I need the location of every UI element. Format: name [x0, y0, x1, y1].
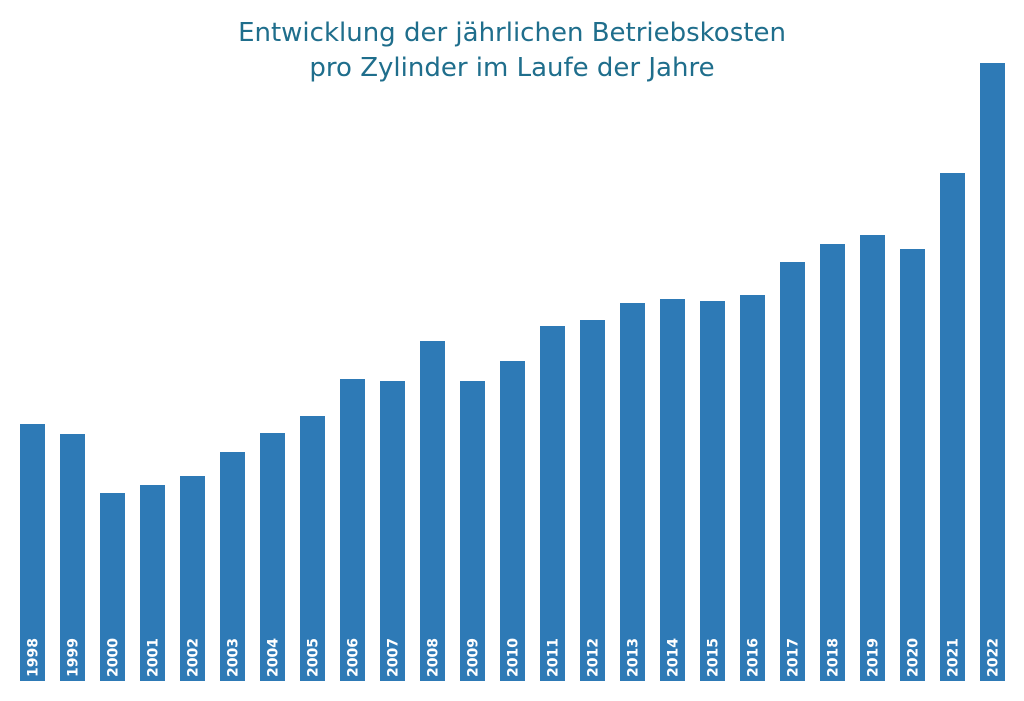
- chart-title-line-2: pro Zylinder im Laufe der Jahre: [309, 53, 715, 83]
- bar-label-2017: 2017: [786, 638, 802, 677]
- bar-2013: [620, 303, 645, 681]
- bar-2015: [700, 301, 725, 681]
- bar-label-2019: 2019: [866, 638, 882, 677]
- bar-label-2011: 2011: [546, 638, 562, 677]
- bar-label-2020: 2020: [906, 638, 922, 677]
- bar-label-2003: 2003: [226, 638, 242, 677]
- bar-label-2016: 2016: [746, 638, 762, 677]
- bar-1998: [20, 424, 45, 681]
- bar-label-1998: 1998: [26, 638, 42, 677]
- bar-2007: [380, 381, 405, 681]
- bar-label-2010: 2010: [506, 638, 522, 677]
- bar-2001: [140, 485, 165, 681]
- bar-label-2014: 2014: [666, 638, 682, 677]
- bar-label-2015: 2015: [706, 638, 722, 677]
- bar-label-2007: 2007: [386, 638, 402, 677]
- chart-title: Entwicklung der jährlichen Betriebskoste…: [0, 16, 1024, 86]
- bar-label-2002: 2002: [186, 638, 202, 677]
- bar-1999: [60, 434, 85, 681]
- bar-label-2022: 2022: [986, 638, 1002, 677]
- bar-2009: [460, 381, 485, 681]
- bar-label-2021: 2021: [946, 638, 962, 677]
- bar-2014: [660, 299, 685, 681]
- bar-label-2000: 2000: [106, 638, 122, 677]
- bar-label-2001: 2001: [146, 638, 162, 677]
- bar-2021: [940, 173, 965, 681]
- bar-2017: [780, 262, 805, 681]
- chart-title-line-1: Entwicklung der jährlichen Betriebskoste…: [238, 18, 786, 48]
- bar-label-2013: 2013: [626, 638, 642, 677]
- bar-2018: [820, 244, 845, 681]
- bar-2002: [180, 476, 205, 681]
- bar-2005: [300, 416, 325, 681]
- bar-label-1999: 1999: [66, 638, 82, 677]
- bar-label-2009: 2009: [466, 638, 482, 677]
- bar-2011: [540, 326, 565, 681]
- bar-2019: [860, 235, 885, 681]
- bar-2022: [980, 63, 1005, 681]
- bar-label-2006: 2006: [346, 638, 362, 677]
- bar-label-2004: 2004: [266, 638, 282, 677]
- bar-2016: [740, 295, 765, 681]
- bar-label-2012: 2012: [586, 638, 602, 677]
- bar-label-2005: 2005: [306, 638, 322, 677]
- bar-label-2018: 2018: [826, 638, 842, 677]
- bar-2020: [900, 249, 925, 681]
- bar-2004: [260, 433, 285, 681]
- bar-2000: [100, 493, 125, 681]
- bar-2008: [420, 341, 445, 681]
- bar-label-2008: 2008: [426, 638, 442, 677]
- bars-group: 1998 1999 2000 2001 2002 2003 2004 2005 2006 2007…: [20, 63, 1005, 681]
- bar-2006: [340, 379, 365, 681]
- bar-2003: [220, 452, 245, 681]
- bar-2010: [500, 361, 525, 681]
- bar-2012: [580, 320, 605, 681]
